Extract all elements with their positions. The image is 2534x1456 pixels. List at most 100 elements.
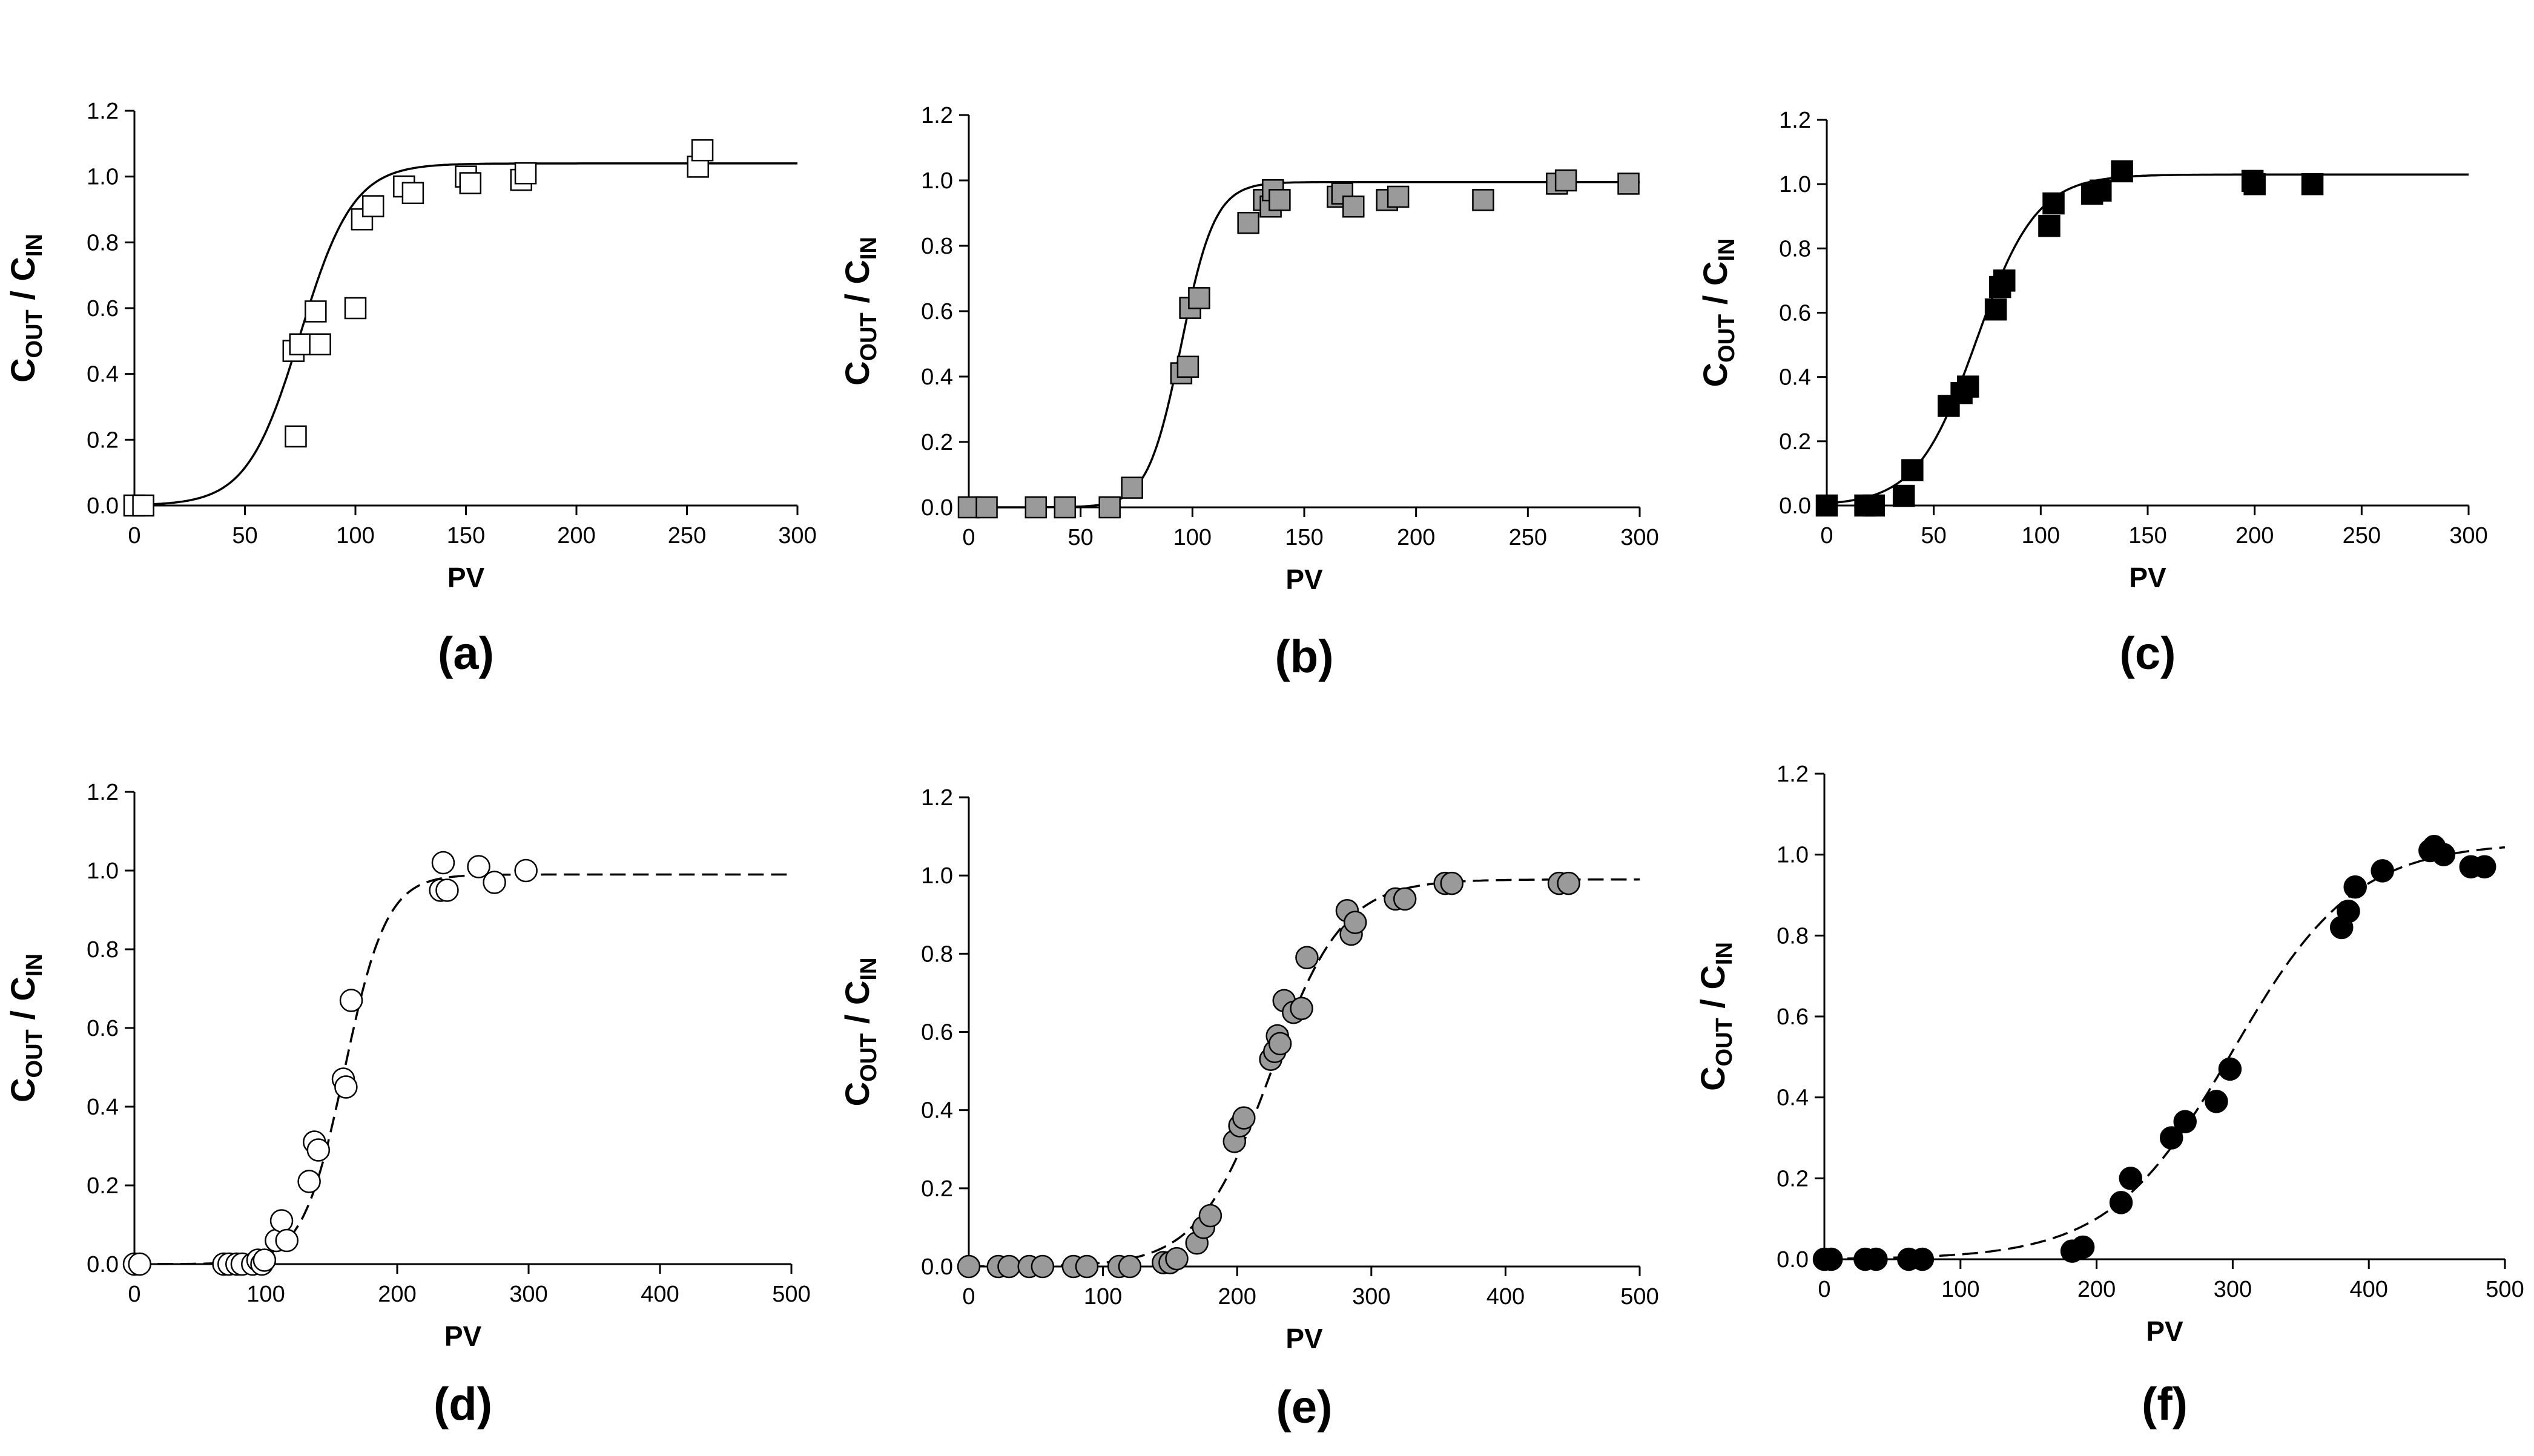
x-tick-label: 200 xyxy=(378,1282,416,1307)
data-point xyxy=(483,871,506,894)
y-tick-label: 0.6 xyxy=(921,299,953,324)
y-axis-label: COUT / CIN xyxy=(838,958,882,1107)
x-tick-label: 150 xyxy=(1285,525,1323,550)
x-tick-label: 300 xyxy=(1620,525,1658,550)
data-point xyxy=(1863,494,1885,517)
x-tick-label: 300 xyxy=(509,1282,547,1307)
data-point xyxy=(1440,871,1464,895)
data-point xyxy=(1121,476,1143,499)
y-tick-label: 0.8 xyxy=(1779,236,1811,262)
x-tick-label: 100 xyxy=(1941,1277,1979,1302)
data-point xyxy=(2243,173,2266,196)
data-point xyxy=(305,300,327,323)
data-point xyxy=(514,858,538,883)
y-tick-label: 1.0 xyxy=(87,858,119,884)
y-axis-label: COUT / CIN xyxy=(4,954,47,1102)
y-tick-label: 0.8 xyxy=(921,941,953,967)
data-point xyxy=(435,878,459,902)
data-point xyxy=(401,182,424,205)
data-point xyxy=(1557,871,1580,895)
x-tick-label: 400 xyxy=(2349,1277,2387,1302)
x-tick-label: 300 xyxy=(2449,523,2487,548)
y-label-sub-in: IN xyxy=(1714,239,1740,262)
data-point xyxy=(1075,1254,1099,1279)
y-tick-label: 0.4 xyxy=(87,1095,119,1120)
x-tick-label: 500 xyxy=(1620,1284,1658,1309)
y-tick-label: 0.4 xyxy=(87,362,119,387)
data-point xyxy=(297,1170,321,1193)
x-tick-label: 50 xyxy=(1921,523,1947,548)
fit-curve xyxy=(969,180,1640,509)
data-point xyxy=(1268,1032,1292,1056)
y-tick-label: 0.6 xyxy=(921,1020,953,1046)
panel-label: (d) xyxy=(434,1379,492,1430)
panel-label: (a) xyxy=(438,628,494,679)
data-point xyxy=(1176,355,1199,378)
y-tick-label: 0.8 xyxy=(921,234,953,259)
y-label-sub-out: OUT xyxy=(22,1029,47,1078)
data-point xyxy=(1269,189,1291,211)
y-label-c: C xyxy=(4,358,42,382)
fit-curve xyxy=(134,873,791,1265)
x-tick-label: 0 xyxy=(1818,1277,1830,1302)
y-label-sub-out: OUT xyxy=(856,312,882,361)
fit-curve xyxy=(1826,173,2469,505)
data-point xyxy=(269,1209,294,1233)
data-point xyxy=(2473,855,2496,878)
data-point xyxy=(306,1138,331,1162)
y-label-sub-in: IN xyxy=(22,954,47,977)
panel-label: (c) xyxy=(2120,628,2176,679)
data-point xyxy=(1024,496,1048,519)
data-point xyxy=(252,1248,277,1272)
x-tick-label: 200 xyxy=(2077,1277,2116,1302)
fit-curve xyxy=(969,878,1640,1268)
data-point xyxy=(344,297,367,320)
x-tick-label: 250 xyxy=(2343,523,2381,548)
y-tick-label: 0.2 xyxy=(921,1176,953,1202)
data-point xyxy=(132,494,154,517)
panel-f: 0 100 200 300 400 500 0.0 0.2 0.4 0.6 0.8 1.0 1.2 PV C… xyxy=(1694,762,2524,1430)
y-label-sub-out: OUT xyxy=(22,309,47,358)
data-point xyxy=(1188,287,1210,309)
x-tick-label: 0 xyxy=(1820,523,1833,548)
x-axis-label: PV xyxy=(2129,562,2166,593)
x-tick-label: 250 xyxy=(668,523,706,548)
data-point xyxy=(2371,859,2394,883)
x-axis-label: PV xyxy=(444,1320,482,1352)
data-point xyxy=(1993,269,2016,292)
data-point xyxy=(459,172,482,194)
y-tick-label: 1.0 xyxy=(921,168,953,194)
x-tick-label: 300 xyxy=(1352,1284,1390,1309)
y-label-c: C xyxy=(1696,363,1734,387)
y-tick-label: 0.2 xyxy=(921,430,953,455)
y-label-sub-in: IN xyxy=(856,237,882,260)
y-tick-label: 0.8 xyxy=(87,230,119,255)
y-tick-label: 1.0 xyxy=(1777,843,1809,868)
y-label-slash: / C xyxy=(838,260,876,312)
data-point xyxy=(2343,875,2367,899)
data-point xyxy=(1815,494,1838,517)
x-tick-label: 50 xyxy=(232,523,257,548)
data-point xyxy=(514,162,537,185)
data-point xyxy=(1956,375,1979,398)
y-tick-label: 1.2 xyxy=(1779,108,1811,133)
y-label-sub-in: IN xyxy=(22,234,47,257)
y-tick-label: 0.0 xyxy=(921,1254,953,1280)
y-tick-label: 0.8 xyxy=(87,937,119,963)
panel-label: (f) xyxy=(2142,1379,2188,1430)
data-point xyxy=(2071,1235,2095,1259)
x-tick-label: 300 xyxy=(2214,1277,2252,1302)
x-tick-label: 50 xyxy=(1068,525,1094,550)
y-tick-label: 0.6 xyxy=(87,1016,119,1041)
data-point xyxy=(2205,1090,2228,1113)
panel-a: 0 50 100 150 200 250 300 0.0 0.2 0.4 0.6 0.8 1.0 1.2 P… xyxy=(4,99,817,679)
data-point xyxy=(128,1252,151,1276)
data-point xyxy=(1295,946,1319,970)
data-point xyxy=(1819,1247,1843,1271)
y-tick-label: 1.2 xyxy=(921,785,953,811)
fit-curve xyxy=(134,162,797,506)
data-point xyxy=(1342,195,1365,218)
data-point xyxy=(334,1075,358,1099)
y-tick-label: 1.2 xyxy=(87,780,119,805)
y-tick-label: 1.2 xyxy=(921,103,953,128)
